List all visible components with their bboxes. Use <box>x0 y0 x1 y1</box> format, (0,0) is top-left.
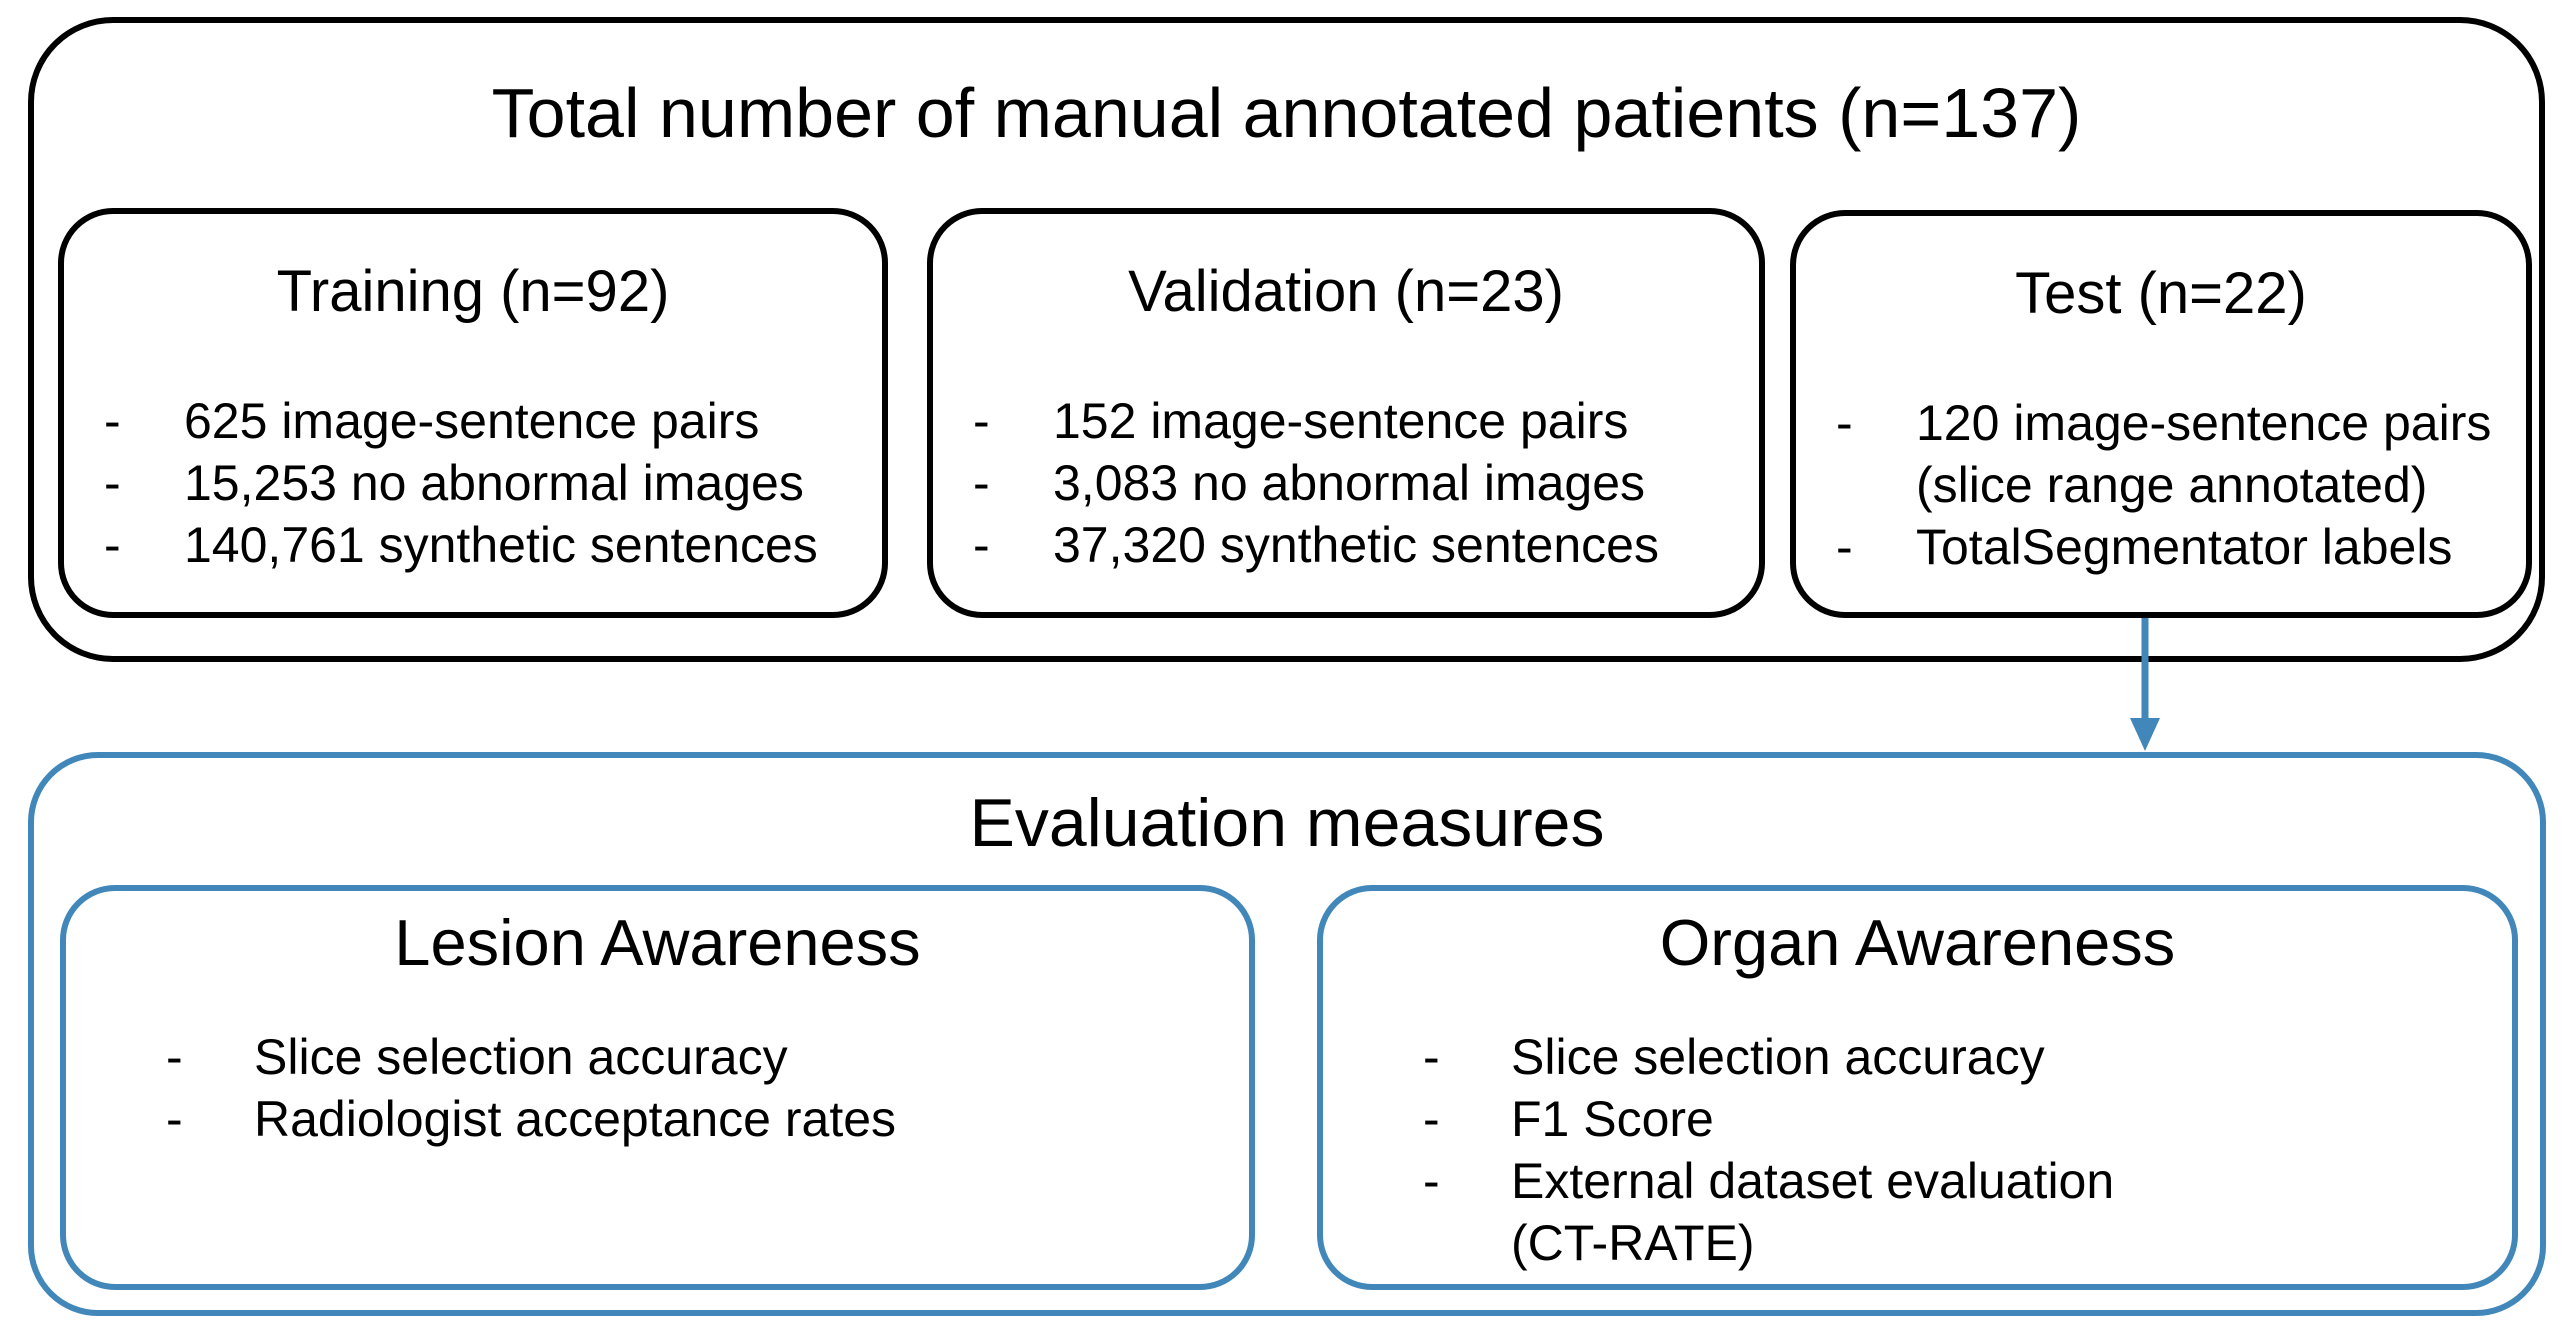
bullet-text: 3,083 no abnormal images <box>1053 454 1646 511</box>
bullet-item: - 625 image-sentence pairs <box>104 390 870 452</box>
bullet-item: - Slice selection accuracy <box>1423 1026 2500 1088</box>
organ-bullet-list: - Slice selection accuracy - F1 Score - … <box>1323 1026 2512 1274</box>
validation-bullet-list: - 152 image-sentence pairs - 3,083 no ab… <box>933 390 1759 576</box>
bullet-item: - F1 Score <box>1423 1088 2500 1150</box>
lesion-awareness-title: Lesion Awareness <box>394 906 921 979</box>
bullet-text: Radiologist acceptance rates <box>254 1090 897 1147</box>
test-title: Test (n=22) <box>2015 261 2307 326</box>
bullet-dash: - <box>973 392 990 449</box>
bullet-item: - 140,761 synthetic sentences <box>104 514 870 576</box>
bullet-dash: - <box>973 516 990 573</box>
bullet-text: 120 image-sentence pairs <box>1916 394 2492 451</box>
bullet-dash: - <box>166 1090 183 1147</box>
bullet-dash: - <box>104 392 121 449</box>
bullet-dash: - <box>104 454 121 511</box>
training-box: Training (n=92) - 625 image-sentence pai… <box>58 208 888 618</box>
bullet-text: Slice selection accuracy <box>1511 1028 2045 1085</box>
bullet-text: TotalSegmentator labels <box>1916 518 2453 575</box>
bullet-item: - 15,253 no abnormal images <box>104 452 870 514</box>
bullet-dash: - <box>1423 1090 1440 1147</box>
bullet-dash: - <box>1423 1152 1440 1209</box>
bullet-item: - 152 image-sentence pairs <box>973 390 1747 452</box>
bullet-item: - Slice selection accuracy <box>166 1026 1237 1088</box>
bullet-item: - 37,320 synthetic sentences <box>973 514 1747 576</box>
bullet-text: 37,320 synthetic sentences <box>1053 516 1659 573</box>
bullet-dash: - <box>1836 394 1853 451</box>
bullet-text: (slice range annotated) <box>1916 456 2428 513</box>
bullet-text: Slice selection accuracy <box>254 1028 788 1085</box>
validation-box: Validation (n=23) - 152 image-sentence p… <box>927 208 1765 618</box>
bullet-text: F1 Score <box>1511 1090 1714 1147</box>
lesion-bullet-list: - Slice selection accuracy - Radiologist… <box>66 1026 1249 1150</box>
organ-awareness-box: Organ Awareness - Slice selection accura… <box>1317 885 2518 1290</box>
bullet-text: 625 image-sentence pairs <box>184 392 760 449</box>
bullet-text: External dataset evaluation <box>1511 1152 2115 1209</box>
bullet-dash: - <box>973 454 990 511</box>
bullet-text: (CT-RATE) <box>1511 1214 1755 1271</box>
bullet-dash: - <box>166 1028 183 1085</box>
test-box: Test (n=22) - 120 image-sentence pairs (… <box>1790 210 2532 618</box>
bullet-dash: - <box>1423 1028 1440 1085</box>
training-title: Training (n=92) <box>276 259 670 324</box>
bullet-item: (CT-RATE) <box>1423 1212 2500 1274</box>
training-bullet-list: - 625 image-sentence pairs - 15,253 no a… <box>64 390 882 576</box>
bullet-dash: - <box>1836 518 1853 575</box>
bullet-dash: - <box>104 516 121 573</box>
bullet-text: 140,761 synthetic sentences <box>184 516 818 573</box>
bullet-text: 15,253 no abnormal images <box>184 454 804 511</box>
validation-title: Validation (n=23) <box>1128 259 1564 324</box>
lesion-awareness-box: Lesion Awareness - Slice selection accur… <box>60 885 1255 1290</box>
bullet-item: - External dataset evaluation <box>1423 1150 2500 1212</box>
bullet-text: 152 image-sentence pairs <box>1053 392 1629 449</box>
bullet-item: (slice range annotated) <box>1836 454 2514 516</box>
bullet-item: - TotalSegmentator labels <box>1836 516 2514 578</box>
bullet-item: - 3,083 no abnormal images <box>973 452 1747 514</box>
test-bullet-list: - 120 image-sentence pairs (slice range … <box>1796 392 2526 578</box>
patients-title: Total number of manual annotated patient… <box>491 74 2082 152</box>
down-arrow-icon <box>2120 618 2170 752</box>
bullet-item: - Radiologist acceptance rates <box>166 1088 1237 1150</box>
bullet-item: - 120 image-sentence pairs <box>1836 392 2514 454</box>
evaluation-title: Evaluation measures <box>969 785 1605 861</box>
organ-awareness-title: Organ Awareness <box>1659 906 2176 979</box>
